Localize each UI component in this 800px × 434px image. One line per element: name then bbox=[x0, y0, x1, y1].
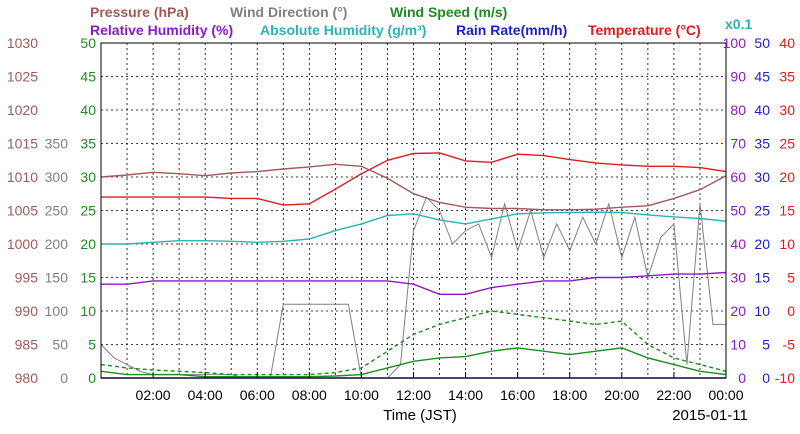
y-tick-label-wind_dir: 150 bbox=[45, 270, 69, 286]
y-tick-label-pressure: 990 bbox=[15, 303, 39, 319]
x-tick-label: 10:00 bbox=[344, 387, 379, 403]
legend-rain-rate: Rain Rate(mm/h) bbox=[456, 22, 567, 38]
y-tick-label-rain: 45 bbox=[754, 69, 770, 85]
y-tick-label-temperature: 35 bbox=[779, 69, 795, 85]
y-tick-label-humidity: 50 bbox=[730, 203, 746, 219]
y-tick-label-humidity: 30 bbox=[730, 270, 746, 286]
legend-wind-speed: Wind Speed (m/s) bbox=[390, 4, 507, 20]
x-tick-label: 12:00 bbox=[396, 387, 431, 403]
y-tick-label-temperature: 0 bbox=[787, 303, 795, 319]
series-line-wind-speed-gust bbox=[100, 310, 727, 376]
legend-wind-direction: Wind Direction (°) bbox=[230, 4, 347, 20]
y-tick-label-wind_dir: 250 bbox=[45, 203, 69, 219]
x-tick-label: 16:00 bbox=[500, 387, 535, 403]
legend-row-2: Relative Humidity (%) Absolute Humidity … bbox=[90, 22, 701, 38]
y-tick-label-rain: 5 bbox=[762, 337, 770, 353]
y-tick-label-wind_speed: 40 bbox=[80, 102, 96, 118]
y-tick-label-rain: 35 bbox=[754, 136, 770, 152]
y-tick-label-humidity: 0 bbox=[738, 370, 746, 386]
y-tick-label-humidity: 90 bbox=[730, 69, 746, 85]
x-tick-label: 14:00 bbox=[448, 387, 483, 403]
y-tick-label-wind_dir: 50 bbox=[52, 337, 68, 353]
y-tick-label-temperature: -5 bbox=[783, 337, 796, 353]
y-tick-label-pressure: 985 bbox=[15, 337, 39, 353]
x-axis: 02:00 04:00 06:00 08:00 10:00 12:00 14:00 16:00… bbox=[136, 372, 744, 403]
y-tick-label-rain: 50 bbox=[754, 35, 770, 51]
x-tick-label: 04:00 bbox=[188, 387, 223, 403]
y-tick-label-wind_dir: 300 bbox=[45, 169, 69, 185]
series-line-absolute-humidity bbox=[101, 211, 727, 245]
legend-temperature: Temperature (°C) bbox=[588, 22, 701, 38]
legend-row-1: Pressure (hPa) Wind Direction (°) Wind S… bbox=[90, 4, 507, 20]
x-tick-label: 20:00 bbox=[604, 387, 639, 403]
y-tick-label-rain: 30 bbox=[754, 169, 770, 185]
y-tick-label-humidity: 20 bbox=[730, 303, 746, 319]
grid-lines bbox=[101, 43, 726, 378]
y-tick-label-temperature: 5 bbox=[787, 270, 795, 286]
y-tick-label-temperature: 30 bbox=[779, 102, 795, 118]
y-tick-label-pressure: 1020 bbox=[7, 102, 38, 118]
y-tick-label-pressure: 980 bbox=[15, 370, 39, 386]
x-tick-label: 02:00 bbox=[136, 387, 171, 403]
y-tick-label-wind_speed: 30 bbox=[80, 169, 96, 185]
y-tick-label-humidity: 10 bbox=[730, 337, 746, 353]
x-axis-label: Time (JST) bbox=[383, 407, 457, 424]
x-tick-label: 22:00 bbox=[656, 387, 691, 403]
series-line-pressure bbox=[100, 163, 727, 211]
y-tick-label-pressure: 1000 bbox=[7, 236, 38, 252]
y-tick-label-wind_speed: 35 bbox=[80, 136, 96, 152]
y-tick-label-wind_dir: 350 bbox=[45, 136, 69, 152]
date-label: 2015-01-11 bbox=[672, 407, 748, 424]
y-tick-label-temperature: 40 bbox=[779, 35, 795, 51]
y-tick-label-pressure: 1030 bbox=[7, 35, 38, 51]
series-line-relative-humidity bbox=[101, 271, 727, 295]
y-tick-label-pressure: 1025 bbox=[7, 69, 38, 85]
y-tick-label-humidity: 70 bbox=[730, 136, 746, 152]
y-tick-label-pressure: 1005 bbox=[7, 203, 38, 219]
y-tick-label-rain: 25 bbox=[754, 203, 770, 219]
abs-humidity-scale-note: x0.1 bbox=[725, 16, 752, 32]
y-tick-label-pressure: 995 bbox=[15, 270, 39, 286]
y-tick-label-pressure: 1010 bbox=[7, 169, 38, 185]
y-tick-label-humidity: 80 bbox=[730, 102, 746, 118]
x-tick-label: 06:00 bbox=[240, 387, 275, 403]
y-tick-label-rain: 10 bbox=[754, 303, 770, 319]
y-axes: 1030102510201015101010051000995990985980… bbox=[7, 35, 795, 386]
y-tick-label-wind_speed: 10 bbox=[80, 303, 96, 319]
y-tick-label-humidity: 60 bbox=[730, 169, 746, 185]
y-tick-label-temperature: -10 bbox=[775, 370, 795, 386]
y-tick-label-humidity: 40 bbox=[730, 236, 746, 252]
x-tick-label: 18:00 bbox=[552, 387, 587, 403]
y-tick-label-rain: 0 bbox=[762, 370, 770, 386]
y-tick-label-rain: 15 bbox=[754, 270, 770, 286]
y-tick-label-wind_dir: 200 bbox=[45, 236, 69, 252]
y-tick-label-wind_speed: 20 bbox=[80, 236, 96, 252]
legend-relative-humidity: Relative Humidity (%) bbox=[90, 22, 233, 38]
x-tick-label: 00:00 bbox=[708, 387, 743, 403]
y-tick-label-wind_dir: 100 bbox=[45, 303, 69, 319]
series-line-temperature bbox=[101, 152, 727, 206]
x-tick-label: 08:00 bbox=[292, 387, 327, 403]
y-tick-label-humidity: 100 bbox=[723, 35, 747, 51]
y-tick-label-temperature: 10 bbox=[779, 236, 795, 252]
y-tick-label-wind_speed: 0 bbox=[88, 370, 96, 386]
legend-pressure: Pressure (hPa) bbox=[90, 4, 189, 20]
y-tick-label-wind_speed: 50 bbox=[80, 35, 96, 51]
y-tick-label-wind_speed: 45 bbox=[80, 69, 96, 85]
y-tick-label-pressure: 1015 bbox=[7, 136, 38, 152]
y-tick-label-temperature: 25 bbox=[779, 136, 795, 152]
y-tick-label-wind_dir: 0 bbox=[60, 370, 68, 386]
y-tick-label-rain: 20 bbox=[754, 236, 770, 252]
y-tick-label-wind_speed: 25 bbox=[80, 203, 96, 219]
y-tick-label-temperature: 20 bbox=[779, 169, 795, 185]
y-tick-label-wind_speed: 5 bbox=[88, 337, 96, 353]
y-tick-label-rain: 40 bbox=[754, 102, 770, 118]
y-tick-label-wind_speed: 15 bbox=[80, 270, 96, 286]
legend-absolute-humidity: Absolute Humidity (g/m³) bbox=[260, 22, 426, 38]
y-tick-label-temperature: 15 bbox=[779, 203, 795, 219]
